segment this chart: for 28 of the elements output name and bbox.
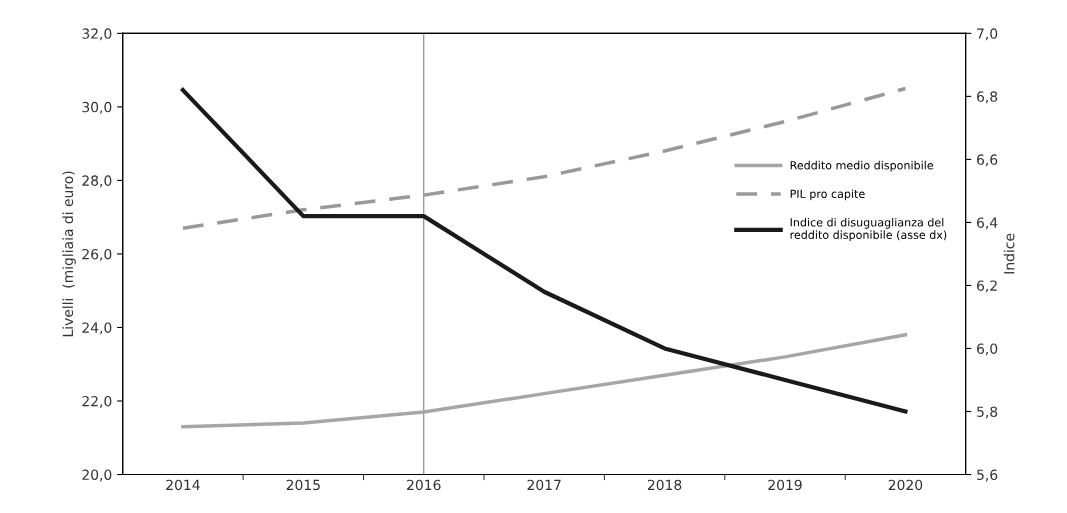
- y-tick-label: 24,0: [82, 322, 112, 335]
- y-axis-title: Livelli (migliaia di euro): [62, 171, 76, 337]
- x-tick-label: 2020: [888, 479, 923, 491]
- y-tick-label: 20,0: [82, 469, 112, 482]
- x-tick-label: 2016: [407, 479, 441, 491]
- x-tick-label: 2014: [166, 479, 200, 491]
- y-tick-label: 22,0: [82, 395, 112, 408]
- y2-tick-label: 6,4: [977, 217, 998, 230]
- x-tick-label: 2017: [527, 479, 561, 491]
- y2-tick-label: 5,6: [977, 469, 998, 482]
- y2-tick-label: 6,8: [977, 91, 998, 104]
- legend-label: Reddito medio disponibile: [790, 160, 934, 172]
- y2-tick-label: 7,0: [977, 28, 998, 41]
- y2-tick-label: 6,0: [977, 343, 998, 356]
- x-tick-label: 2018: [647, 479, 682, 491]
- y2-axis-title: Indice: [1003, 233, 1015, 274]
- y2-tick-label: 5,8: [977, 406, 998, 419]
- y-tick-label: 28,0: [82, 175, 112, 188]
- legend-label: PIL pro capite: [790, 189, 865, 201]
- y2-tick-label: 6,6: [977, 154, 998, 167]
- y2-tick-label: 6,2: [977, 280, 997, 293]
- y-tick-label: 30,0: [82, 101, 112, 114]
- legend-label: Indice di disuguaglianza del reddito disponibile (asse dx): [790, 217, 947, 242]
- line-series: [181, 333, 908, 429]
- x-tick-label: 2015: [286, 479, 320, 491]
- x-tick-label: 2019: [768, 479, 802, 491]
- y-tick-label: 26,0: [82, 248, 112, 261]
- y-tick-label: 32,0: [82, 28, 112, 41]
